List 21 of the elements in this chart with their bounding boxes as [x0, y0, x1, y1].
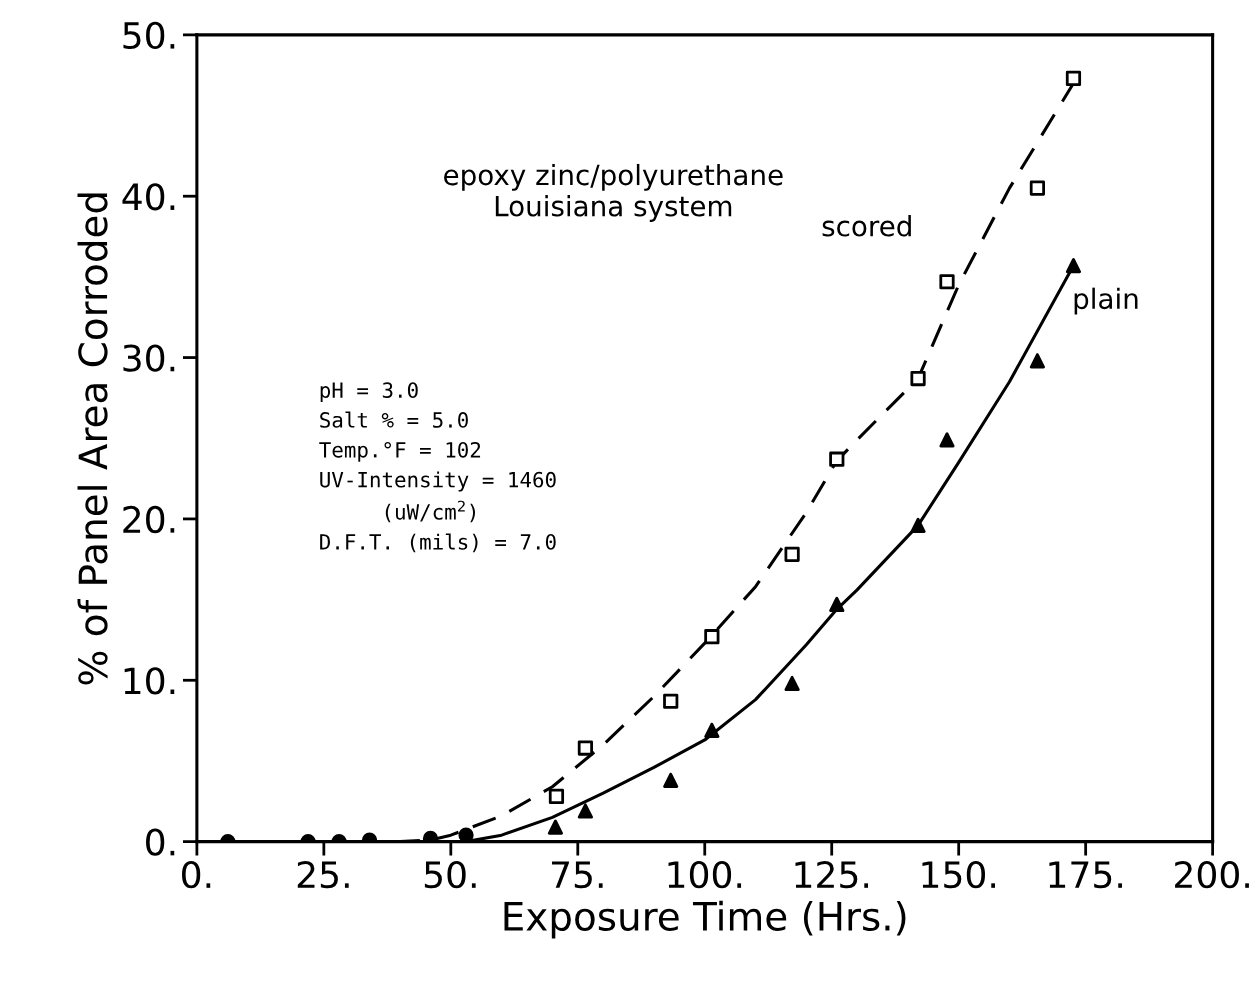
x-axis-title: Exposure Time (Hrs.) — [504, 900, 906, 939]
y-tick-label: 10. — [124, 667, 175, 695]
annotation: pH = 3.0 Salt % = 5.0 Temp.°F = 102 UV-Intensity = 1460 (uW/cm$^{2}$) D.F.T. (mils) = 7.0 — [319, 382, 556, 553]
y-tick-label: 50. — [123, 21, 175, 50]
x-tick-label: 100. — [668, 861, 742, 889]
x-tick-label: 150. — [922, 861, 995, 889]
y-tick-label: 30. — [123, 344, 175, 372]
x-tick-label: 125. — [795, 861, 869, 889]
x-tick-label: 200. — [1175, 861, 1249, 889]
annotation: epoxy zinc/polyurethane Louisiana system — [444, 163, 783, 222]
y-tick-label: 20. — [123, 505, 175, 534]
x-tick-label: 50. — [424, 861, 476, 889]
y-tick-label: 40. — [122, 183, 175, 211]
x-tick-label: 25. — [297, 861, 349, 889]
x-tick-label: 175. — [1049, 861, 1122, 889]
annotation: scored — [822, 215, 911, 237]
x-tick-label: 75. — [552, 861, 603, 889]
y-tick-label: 0. — [146, 828, 175, 856]
annotation: plain — [1074, 287, 1138, 315]
y-axis-title: % of Panel Area Corroded — [77, 193, 108, 685]
x-tick-label: 0. — [182, 861, 211, 889]
